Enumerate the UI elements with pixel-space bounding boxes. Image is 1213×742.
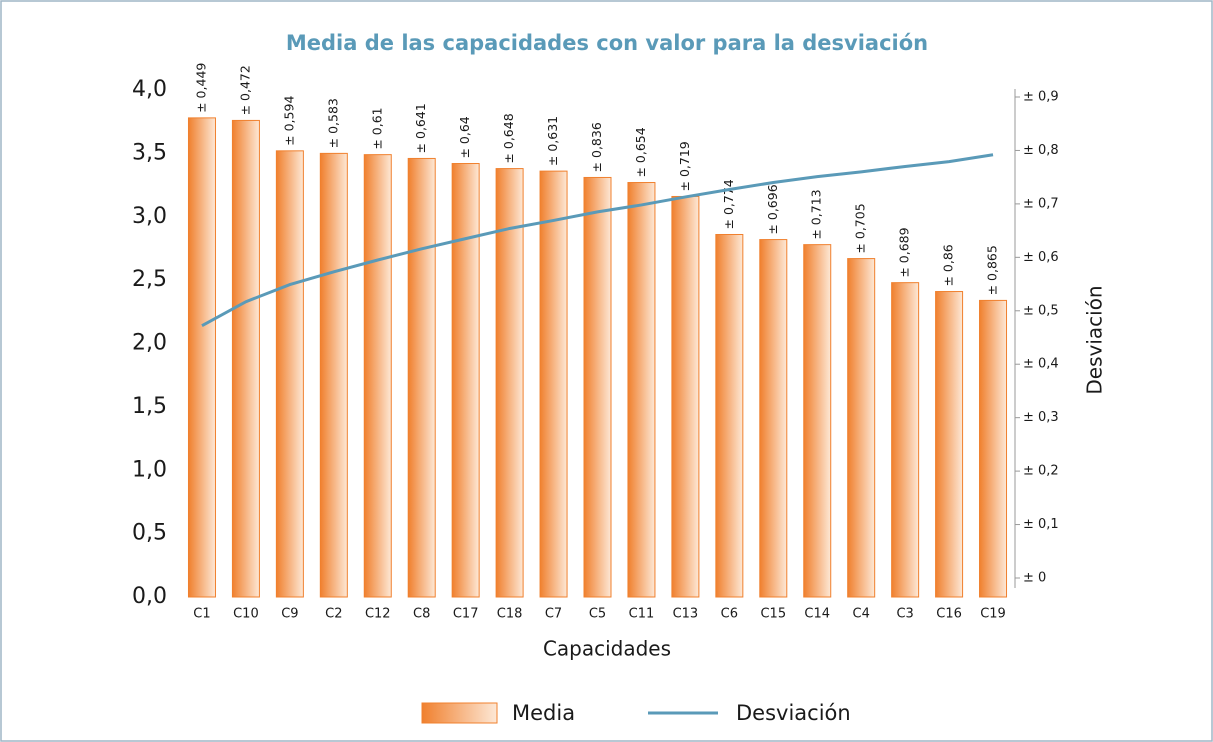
bar-label: ± 0,641 (413, 103, 428, 153)
y2-tick-label: ± 0,1 (1023, 517, 1059, 532)
bar-label: ± 0,705 (853, 203, 868, 253)
y-tick-label: 0,5 (132, 521, 167, 546)
bar (979, 299, 1008, 598)
legend-label: Desviación (736, 701, 851, 725)
y-tick-label: 2,5 (132, 267, 167, 292)
bar-label: ± 0,472 (237, 65, 252, 115)
bar (803, 244, 832, 598)
y-tick-label: 1,5 (132, 394, 167, 419)
bar-label: ± 0,594 (281, 96, 296, 146)
bar-label: ± 0,61 (369, 107, 384, 149)
x-tick-label: C2 (325, 607, 342, 622)
bar (407, 157, 436, 598)
y2-axis-label: Desviación (1083, 285, 1107, 394)
x-axis-label: Capacidades (543, 637, 671, 661)
y2-tick-label: ± 0,7 (1023, 196, 1059, 211)
bar-label: ± 0,689 (897, 227, 912, 277)
bar (275, 150, 304, 598)
x-tick-label: C12 (365, 607, 391, 622)
y2-tick-label: ± 0,3 (1023, 410, 1059, 425)
y-tick-label: 0,0 (132, 584, 167, 609)
x-tick-label: C11 (629, 607, 655, 622)
y2-tick-label: ± 0,5 (1023, 303, 1059, 318)
line (201, 153, 994, 328)
bar-label: ± 0,713 (809, 189, 824, 239)
x-tick-label: C9 (281, 607, 298, 622)
x-tick-label: C19 (980, 607, 1006, 622)
x-tick-label: C17 (453, 607, 479, 622)
y2-tick-label: ± 0,8 (1023, 143, 1059, 158)
bar (187, 117, 216, 598)
bar-label: ± 0,654 (633, 127, 648, 177)
bar-label: ± 0,696 (765, 184, 780, 234)
bar (319, 152, 348, 598)
y2-tick-label: ± 0,2 (1023, 464, 1059, 479)
chart-title: Media de las capacidades con valor para … (286, 31, 928, 55)
x-tick-label: C3 (896, 607, 913, 622)
x-tick-label: C13 (673, 607, 699, 622)
y-tick-label: 2,0 (132, 331, 167, 356)
bar-label: ± 0,836 (589, 122, 604, 172)
bar (451, 163, 480, 598)
x-tick-label: C4 (853, 607, 870, 622)
bar (715, 233, 744, 598)
bar (583, 176, 612, 598)
y-tick-label: 3,0 (132, 204, 167, 229)
bar (935, 291, 964, 598)
bar (891, 282, 920, 598)
y2-tick-label: ± 0,4 (1023, 357, 1059, 372)
bar-label: ± 0,86 (941, 244, 956, 286)
bar-label: ± 0,719 (677, 141, 692, 191)
y2-tick-label: ± 0,6 (1023, 250, 1059, 265)
x-tick-label: C8 (413, 607, 430, 622)
bar (363, 154, 392, 598)
bar-label: ± 0,64 (457, 116, 472, 158)
bar-label: ± 0,865 (985, 245, 1000, 295)
bar (759, 239, 788, 598)
y2-tick-label: ± 0,9 (1023, 90, 1059, 105)
x-tick-label: C5 (589, 607, 606, 622)
bar-label: ± 0,583 (325, 98, 340, 148)
x-tick-label: C14 (804, 607, 830, 622)
y-tick-label: 3,5 (132, 140, 167, 165)
x-tick-label: C16 (936, 607, 962, 622)
bar-label: ± 0,774 (721, 179, 736, 229)
bar-label: ± 0,631 (545, 116, 560, 166)
x-tick-label: C1 (193, 607, 210, 622)
bar (539, 170, 568, 598)
bar (671, 195, 700, 598)
y-tick-label: 1,0 (132, 457, 167, 482)
bar (495, 168, 524, 598)
bar (627, 182, 656, 598)
y-tick-label: 4,0 (132, 77, 167, 102)
legend-swatch (421, 702, 498, 724)
bar (231, 119, 260, 598)
legend-label: Media (512, 701, 575, 725)
x-tick-label: C6 (721, 607, 738, 622)
y2-tick-label: ± 0 (1023, 571, 1046, 586)
bar (847, 258, 876, 598)
x-tick-label: C15 (760, 607, 786, 622)
x-tick-label: C10 (233, 607, 259, 622)
x-tick-label: C7 (545, 607, 562, 622)
bar-label: ± 0,648 (501, 113, 516, 163)
x-tick-label: C18 (497, 607, 523, 622)
bar-label: ± 0,449 (193, 63, 208, 113)
